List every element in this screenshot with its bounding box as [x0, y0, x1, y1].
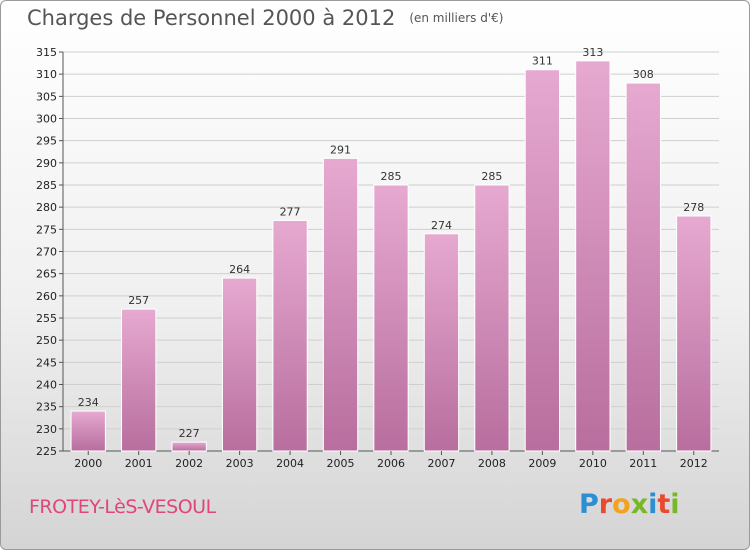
bar: [575, 60, 611, 452]
bar: [474, 184, 510, 452]
bar-value-label: 285: [381, 170, 402, 183]
y-tick-label: 315: [36, 46, 57, 59]
bar: [373, 184, 409, 452]
y-tick-label: 245: [36, 356, 57, 369]
y-tick-label: 270: [36, 246, 57, 259]
y-tick-label: 265: [36, 268, 57, 281]
x-tick-label: 2012: [680, 457, 708, 470]
bar: [221, 277, 258, 452]
y-tick-label: 230: [36, 423, 57, 436]
chart-title-text: Charges de Personnel 2000 à 2012: [27, 6, 396, 30]
bar-value-label: 264: [229, 263, 250, 276]
x-tick-label: 2001: [125, 457, 153, 470]
bar: [676, 215, 712, 452]
logo-letter: o: [612, 489, 631, 520]
x-tick-label: 2003: [226, 457, 254, 470]
y-tick-label: 280: [36, 201, 57, 214]
bar: [171, 441, 207, 452]
bar: [322, 157, 359, 452]
logo-letter: i: [648, 489, 658, 520]
bar-value-label: 257: [128, 294, 149, 307]
y-tick-label: 300: [36, 113, 57, 126]
x-tick-label: 2002: [175, 457, 203, 470]
bar: [423, 233, 460, 452]
logo-letter: P: [579, 489, 599, 520]
y-tick-label: 275: [36, 223, 57, 236]
bar-value-label: 285: [481, 170, 502, 183]
y-tick-label: 250: [36, 334, 57, 347]
x-tick-label: 2000: [74, 457, 102, 470]
bar-value-label: 227: [179, 427, 200, 440]
y-tick-label: 225: [36, 445, 57, 458]
proxiti-logo: Proxiti: [579, 489, 680, 520]
y-tick-label: 290: [36, 157, 57, 170]
logo-letter: t: [657, 489, 671, 520]
x-tick-label: 2007: [427, 457, 455, 470]
x-tick-label: 2006: [377, 457, 405, 470]
y-tick-label: 260: [36, 290, 57, 303]
bar-value-label: 291: [330, 143, 351, 156]
y-tick-label: 240: [36, 379, 57, 392]
x-tick-label: 2005: [327, 457, 355, 470]
commune-name: FROTEY-LèS-VESOUL: [29, 496, 216, 518]
bar: [524, 69, 561, 452]
y-tick-label: 310: [36, 68, 57, 81]
bar-value-label: 311: [532, 55, 553, 68]
x-tick-label: 2004: [276, 457, 304, 470]
x-tick-label: 2008: [478, 457, 506, 470]
y-tick-label: 305: [36, 90, 57, 103]
y-tick-label: 235: [36, 401, 57, 414]
y-tick-label: 285: [36, 179, 57, 192]
bar-value-label: 274: [431, 219, 452, 232]
logo-letter: i: [670, 489, 680, 520]
chart-unit: (en milliers d'€): [409, 11, 504, 25]
x-tick-label: 2011: [629, 457, 657, 470]
bar: [70, 410, 106, 452]
y-tick-label: 255: [36, 312, 57, 325]
bar-value-label: 278: [683, 201, 704, 214]
y-tick-label: 295: [36, 135, 57, 148]
x-tick-label: 2010: [579, 457, 607, 470]
bar: [625, 82, 661, 452]
bar: [272, 219, 308, 452]
bar-value-label: 234: [78, 396, 99, 409]
logo-letter: x: [630, 489, 649, 520]
bar-value-label: 308: [633, 68, 654, 81]
logo-letter: r: [598, 489, 613, 520]
bar-value-label: 313: [582, 46, 603, 59]
x-tick-label: 2009: [528, 457, 556, 470]
bar-value-label: 277: [280, 205, 301, 218]
bar: [121, 308, 157, 452]
chart-title: Charges de Personnel 2000 à 2012 (en mill…: [27, 6, 503, 30]
